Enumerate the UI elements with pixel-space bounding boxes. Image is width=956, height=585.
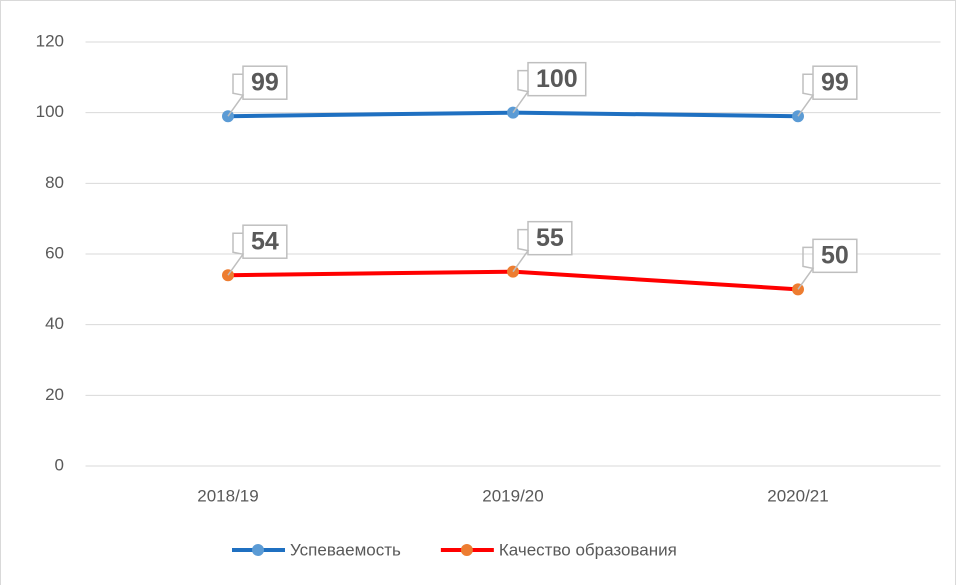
callout-leader xyxy=(227,232,245,276)
callout-leader xyxy=(512,228,530,273)
callout-box xyxy=(527,61,587,97)
callout-leader xyxy=(512,69,530,114)
callout-box xyxy=(812,238,858,274)
data-label: 99 xyxy=(821,68,849,96)
callout-leader xyxy=(227,73,245,117)
callout-box xyxy=(527,220,573,256)
callout-box xyxy=(242,224,288,259)
y-tick-label: 40 xyxy=(45,314,64,333)
data-label: 50 xyxy=(821,241,849,269)
y-tick-label: 120 xyxy=(36,31,64,50)
x-tick-label: 2019/20 xyxy=(482,486,543,505)
callout-box xyxy=(242,65,288,100)
y-tick-label: 20 xyxy=(45,385,64,404)
data-label: 54 xyxy=(251,227,279,255)
y-tick-label: 60 xyxy=(45,243,64,262)
legend-label: Качество образования xyxy=(499,540,677,559)
y-tick-label: 80 xyxy=(45,173,64,192)
data-label: 55 xyxy=(536,224,564,252)
x-tick-label: 2020/21 xyxy=(767,486,828,505)
data-label: 99 xyxy=(251,68,279,96)
callout-box xyxy=(812,65,858,100)
legend-label: Успеваемость xyxy=(290,540,401,559)
data-label: 100 xyxy=(536,65,578,93)
callout-leader xyxy=(797,73,815,117)
callout-leader xyxy=(797,246,815,290)
y-tick-label: 100 xyxy=(36,102,64,121)
legend-marker xyxy=(252,544,264,556)
y-tick-label: 0 xyxy=(55,455,64,474)
legend-marker xyxy=(460,544,473,556)
x-tick-label: 2018/19 xyxy=(197,486,258,505)
